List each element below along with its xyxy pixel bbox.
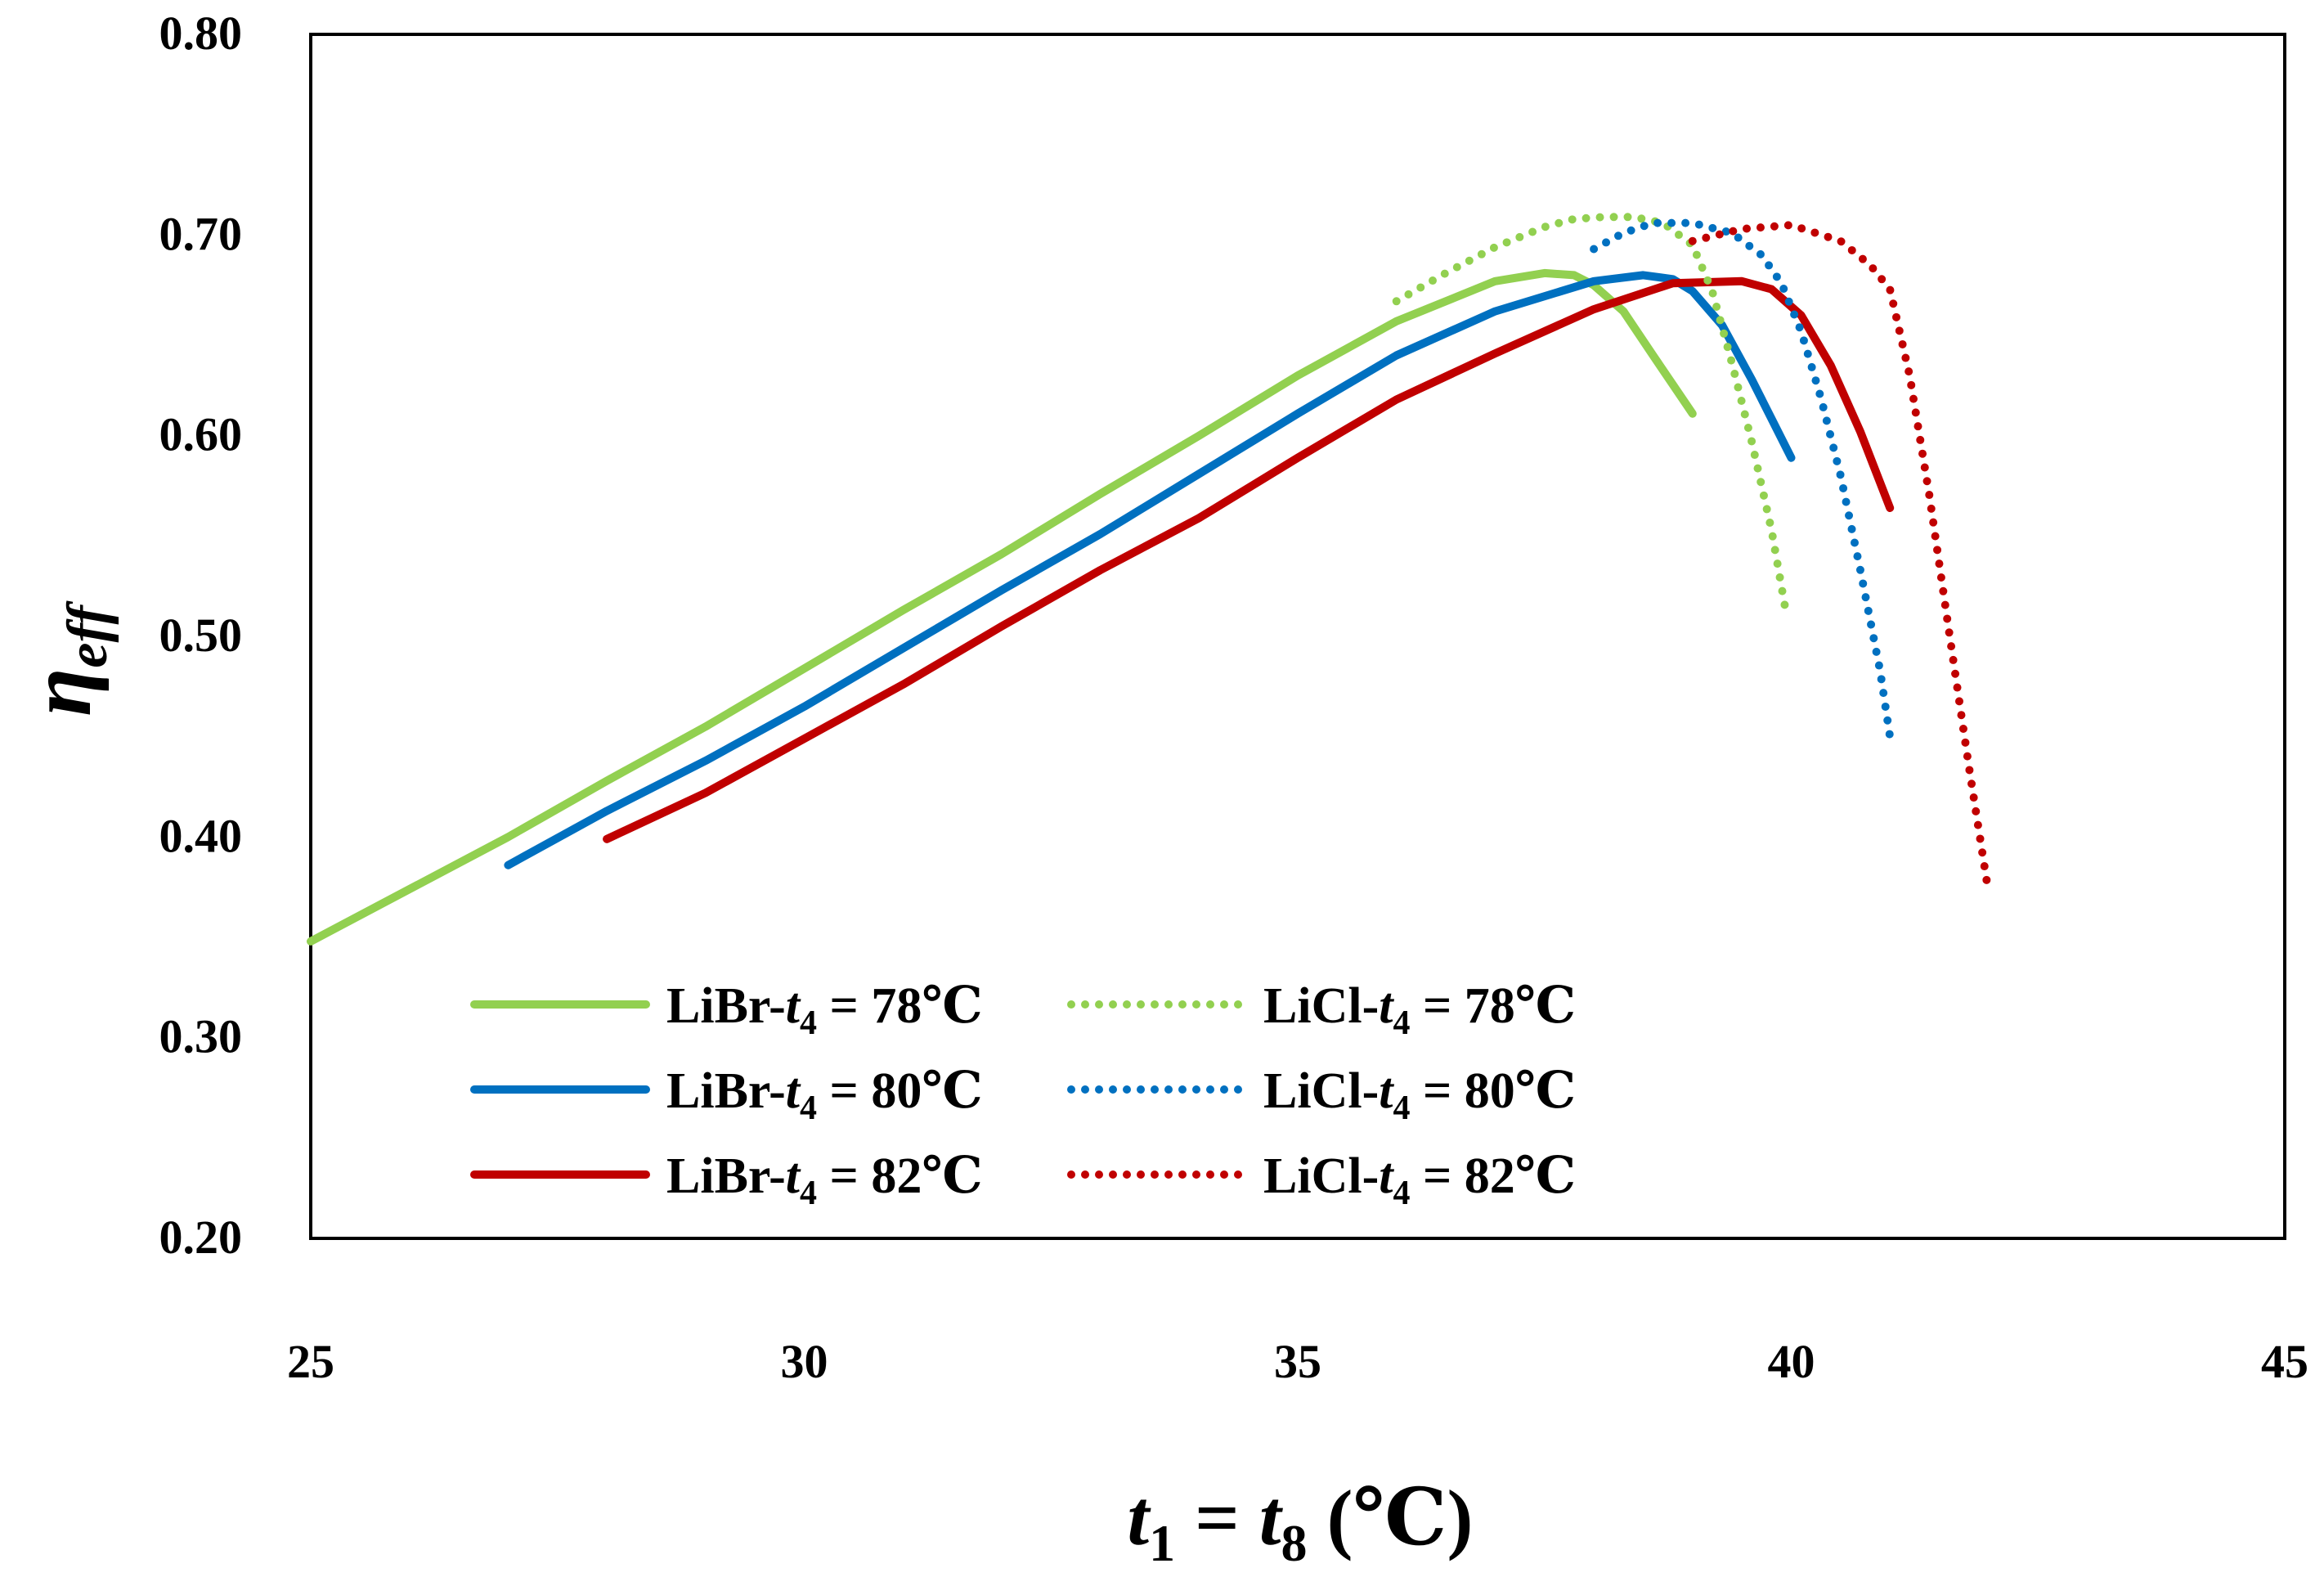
y-axis-title: ηeff	[12, 600, 119, 716]
y-tick-label: 0.40	[159, 809, 243, 862]
y-axis-title-var: η	[12, 668, 110, 717]
legend-label-2: LiBr-t4 = 80℃	[666, 1063, 983, 1127]
series-line-3	[603, 276, 1895, 843]
y-axis-tick-labels: 0.20 0.30 0.40 0.50 0.60 0.70 0.80	[159, 7, 243, 1264]
legend-label-5: LiCl-t4 = 80℃	[1263, 1063, 1576, 1127]
y-tick-label: 0.60	[159, 408, 243, 461]
y-tick-label: 0.80	[159, 7, 243, 60]
legend-label-1: LiBr-t4 = 78℃	[666, 978, 983, 1042]
series-line-2	[504, 271, 1796, 869]
x-axis-title-var1: t	[1127, 1474, 1151, 1561]
y-tick-label: 0.70	[159, 207, 243, 260]
plot-area-frame	[309, 33, 2286, 1240]
y-tick-label: 0.30	[159, 1010, 243, 1063]
x-axis-title-var2: t	[1259, 1474, 1284, 1561]
x-tick-label: 35	[1274, 1335, 1321, 1388]
x-axis-title-eq: =	[1175, 1474, 1259, 1561]
x-axis-title-sub2: 8	[1281, 1514, 1308, 1572]
y-tick-label: 0.50	[159, 609, 243, 662]
x-tick-label: 45	[2261, 1335, 2308, 1388]
series-line-5	[1590, 218, 1895, 741]
x-axis-title-unit: (℃)	[1308, 1474, 1474, 1561]
series-line-1	[307, 268, 1697, 946]
y-axis-title-sub: eff	[56, 600, 119, 667]
y-tick-label: 0.20	[159, 1211, 243, 1264]
series-layer	[307, 213, 1993, 946]
x-tick-label: 30	[781, 1335, 828, 1388]
legend-label-6: LiCl-t4 = 82℃	[1263, 1148, 1576, 1212]
x-axis-tick-labels: 25 30 35 40 45	[287, 1335, 2308, 1388]
legend-label-3: LiBr-t4 = 82℃	[666, 1148, 983, 1212]
x-axis-title: t1 = t8 (℃)	[1127, 1474, 1473, 1572]
x-tick-label: 25	[287, 1335, 334, 1388]
legend-label-4: LiCl-t4 = 78℃	[1263, 978, 1576, 1042]
series-line-4	[1392, 213, 1791, 618]
x-tick-label: 40	[1768, 1335, 1815, 1388]
series-line-6	[1688, 221, 1993, 897]
x-axis-title-sub1: 1	[1149, 1514, 1175, 1572]
legend: LiBr-t4 = 78℃ LiBr-t4 = 80℃ LiBr-t4 = 82℃ L…	[470, 978, 1576, 1212]
